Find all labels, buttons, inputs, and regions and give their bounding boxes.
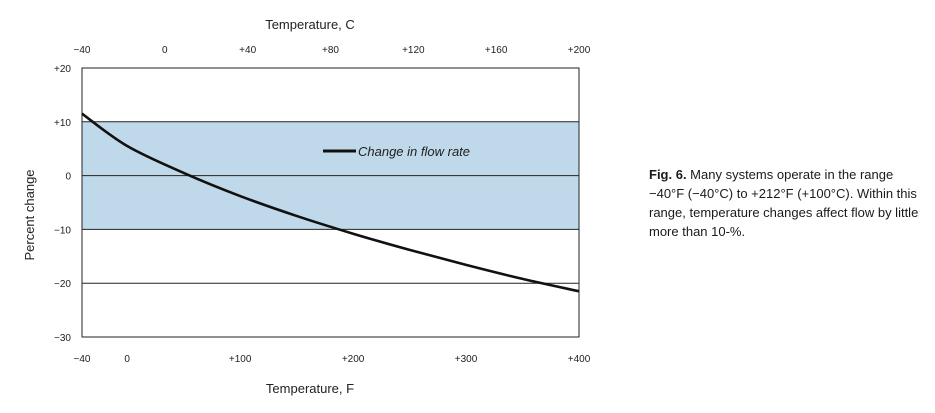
x-tick-label: −40 xyxy=(74,354,91,365)
x-tick-label: 0 xyxy=(124,354,130,365)
top-axis-title: Temperature, C xyxy=(265,17,355,32)
y-tick-label: 0 xyxy=(65,172,71,183)
series-line-flow-rate xyxy=(81,112,580,293)
top-tick-label: +200 xyxy=(568,45,591,56)
y-tick-label: +10 xyxy=(54,118,71,129)
x-tick-label: +300 xyxy=(455,354,478,365)
top-tick-label: +120 xyxy=(402,45,425,56)
caption-text: Many systems operate in the range −40°F … xyxy=(649,167,919,239)
top-tick-label: +80 xyxy=(322,45,339,56)
x-tick-label: +100 xyxy=(229,354,252,365)
y-tick-labels: +20 +10 0 −10 −20 −30 xyxy=(54,64,71,344)
y-tick-label: +20 xyxy=(54,64,71,75)
y-tick-label: −20 xyxy=(54,279,71,290)
top-tick-label: 0 xyxy=(162,45,168,56)
plot-frame xyxy=(81,67,580,338)
y-tick-label: −30 xyxy=(54,333,71,344)
figure-caption: Fig. 6. Many systems operate in the rang… xyxy=(649,165,924,241)
x-tick-labels: −40 0 +100 +200 +300 +400 xyxy=(74,354,591,365)
top-tick-labels: −40 0 +40 +80 +120 +160 +200 xyxy=(74,45,591,56)
top-tick-label: +160 xyxy=(485,45,508,56)
gridlines xyxy=(82,121,579,284)
y-tick-label: −10 xyxy=(54,225,71,236)
x-tick-label: +200 xyxy=(342,354,365,365)
caption-label: Fig. 6. xyxy=(649,167,687,182)
x-axis-title: Temperature, F xyxy=(266,381,354,396)
top-tick-label: −40 xyxy=(74,45,91,56)
y-axis-title: Percent change xyxy=(22,169,37,260)
legend-label: Change in flow rate xyxy=(358,144,470,159)
x-tick-label: +400 xyxy=(568,354,591,365)
top-tick-label: +40 xyxy=(239,45,256,56)
